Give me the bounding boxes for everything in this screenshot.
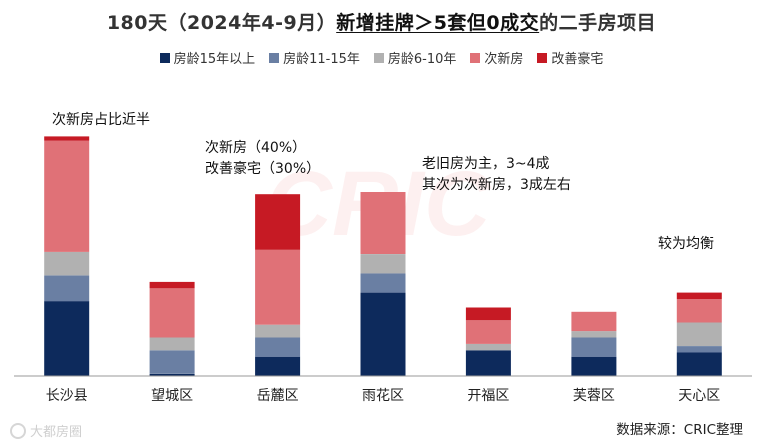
bar-segment-5-0 — [571, 356, 617, 376]
bar-segment-1-3 — [149, 288, 195, 338]
bar-segment-2-2 — [255, 324, 301, 338]
watermark-icon — [10, 422, 26, 439]
bar-segment-6-4 — [676, 292, 722, 299]
watermark-logo: 大都房圈 — [10, 421, 82, 440]
legend-label-4: 改善豪宅 — [551, 52, 604, 67]
legend-swatch-0 — [159, 52, 170, 63]
legend-item-4: 改善豪宅 — [537, 48, 603, 67]
bar-segment-2-1 — [255, 337, 301, 357]
bar-segment-4-3 — [465, 320, 511, 344]
x-tick-label-6: 天心区 — [678, 388, 720, 404]
watermark-text: 大都房圈 — [30, 425, 83, 440]
annotation-tianxin: 较为均衡 — [658, 236, 714, 252]
x-tick-label-2: 岳麓区 — [257, 388, 299, 404]
legend-label-0: 房龄15年以上 — [173, 52, 256, 67]
legend-item-2: 房龄6-10年 — [373, 48, 457, 67]
title-suffix: 的二手房项目 — [539, 12, 657, 34]
bar-segment-3-2 — [360, 254, 406, 274]
bar-segment-1-2 — [149, 337, 195, 351]
bar-segment-2-3 — [255, 249, 301, 325]
bar-segment-6-3 — [676, 299, 722, 323]
bar-segment-6-0 — [676, 352, 722, 376]
bar-segment-4-0 — [465, 350, 511, 376]
legend-label-3: 次新房 — [484, 52, 524, 67]
annotation-kaifu-line1: 老旧房为主，3~4成 — [422, 156, 550, 172]
bar-segment-4-4 — [465, 307, 511, 321]
chart-legend: 房龄15年以上 房龄11-15年 房龄6-10年 次新房 改善豪宅 — [0, 48, 763, 67]
bar-segment-6-2 — [676, 322, 722, 346]
x-tick-label-5: 芙蓉区 — [573, 387, 615, 404]
bar-segment-5-2 — [571, 331, 617, 338]
title-highlight: 新增挂牌＞5套但0成交 — [336, 12, 540, 34]
bar-segment-4-2 — [465, 343, 511, 351]
bar-segment-3-1 — [360, 273, 406, 293]
bar-segment-0-1 — [44, 275, 90, 302]
legend-swatch-1 — [269, 52, 280, 63]
annotation-kaifu-line2: 其次为次新房，3成左右 — [422, 177, 571, 193]
legend-item-0: 房龄15年以上 — [159, 48, 256, 67]
legend-item-1: 房龄11-15年 — [269, 48, 360, 67]
x-tick-labels: 长沙县 望城区 岳麓区 雨花区 开福区 芙蓉区 天心区 — [46, 387, 721, 404]
bar-segment-3-0 — [360, 292, 406, 376]
annotation-yuelu-line2: 改善豪宅（30%） — [205, 161, 321, 177]
x-tick-label-0: 长沙县 — [46, 388, 88, 404]
annotation-changsha: 次新房占比近半 — [52, 112, 150, 128]
bar-segment-5-1 — [571, 337, 617, 357]
annotation-yuelu-line1: 次新房（40%） — [205, 140, 307, 156]
bar-segment-5-3 — [571, 311, 617, 332]
bar-segment-1-0 — [149, 373, 195, 376]
bar-segment-6-1 — [676, 346, 722, 353]
bar-segment-1-1 — [149, 350, 195, 374]
bar-segment-1-4 — [149, 281, 195, 289]
bar-group — [44, 136, 722, 376]
legend-label-1: 房龄11-15年 — [283, 52, 360, 67]
legend-swatch-3 — [470, 52, 481, 63]
x-tick-label-1: 望城区 — [151, 388, 193, 404]
bar-segment-0-2 — [44, 251, 90, 276]
legend-swatch-2 — [373, 52, 384, 63]
bar-segment-2-0 — [255, 356, 301, 376]
x-tick-label-4: 开福区 — [467, 388, 509, 404]
legend-swatch-4 — [537, 52, 548, 63]
annotation-yuelu: 次新房（40%） 改善豪宅（30%） — [205, 138, 320, 180]
bar-segment-0-4 — [44, 136, 90, 141]
annotation-kaifu: 老旧房为主，3~4成 其次为次新房，3成左右 — [422, 154, 571, 196]
legend-item-3: 次新房 — [470, 48, 523, 67]
title-prefix: 180天（2024年4-9月） — [106, 12, 337, 34]
bar-segment-0-3 — [44, 140, 90, 252]
chart-title: 180天（2024年4-9月）新增挂牌＞5套但0成交的二手房项目 — [0, 8, 763, 35]
legend-label-2: 房龄6-10年 — [387, 52, 457, 67]
source-note: 数据来源：CRIC整理 — [616, 422, 743, 438]
bar-segment-2-4 — [255, 194, 301, 250]
bar-segment-0-0 — [44, 301, 90, 376]
x-tick-label-3: 雨花区 — [362, 388, 404, 404]
bar-segment-3-3 — [360, 192, 406, 254]
